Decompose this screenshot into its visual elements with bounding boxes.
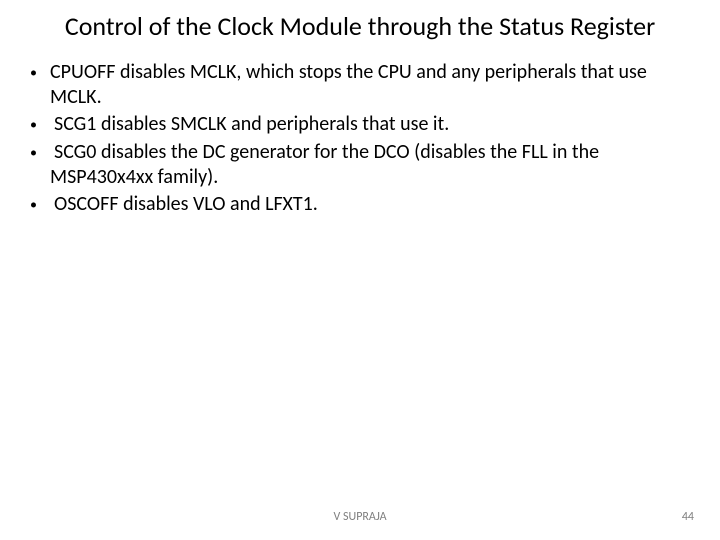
- bullet-icon: •: [28, 60, 50, 86]
- list-item: • SCG0 disables the DC generator for the…: [28, 140, 696, 190]
- bullet-icon: •: [28, 112, 50, 138]
- bullet-icon: •: [28, 140, 50, 166]
- bullet-text: OSCOFF disables VLO and LFXT1.: [50, 192, 696, 217]
- bullet-text: SCG0 disables the DC generator for the D…: [50, 140, 696, 190]
- slide-title: Control of the Clock Module through the …: [24, 12, 696, 42]
- slide-container: Control of the Clock Module through the …: [0, 0, 720, 540]
- bullet-list: • CPUOFF disables MCLK, which stops the …: [24, 60, 696, 218]
- list-item: • CPUOFF disables MCLK, which stops the …: [28, 60, 696, 110]
- bullet-text: CPUOFF disables MCLK, which stops the CP…: [50, 60, 696, 110]
- list-item: • OSCOFF disables VLO and LFXT1.: [28, 192, 696, 218]
- footer-author: V SUPRAJA: [0, 510, 720, 524]
- footer-page-number: 44: [682, 510, 694, 524]
- bullet-icon: •: [28, 192, 50, 218]
- bullet-text: SCG1 disables SMCLK and peripherals that…: [50, 112, 696, 137]
- list-item: • SCG1 disables SMCLK and peripherals th…: [28, 112, 696, 138]
